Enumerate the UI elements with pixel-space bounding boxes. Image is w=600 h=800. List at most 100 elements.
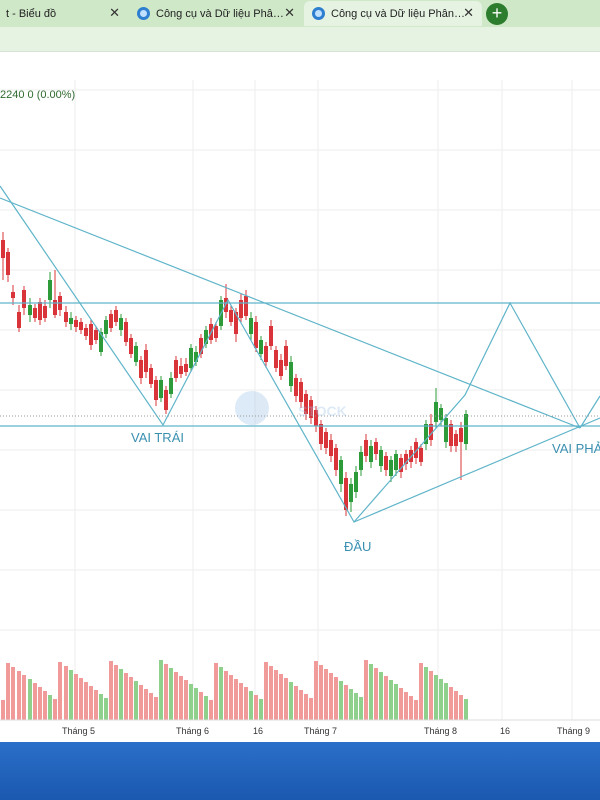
globe-icon bbox=[137, 7, 150, 20]
volume-bar bbox=[464, 699, 468, 720]
candle-body bbox=[17, 312, 21, 328]
candle-body bbox=[144, 350, 148, 372]
watermark-logo-icon bbox=[235, 391, 269, 425]
candle-body bbox=[69, 318, 73, 324]
volume-bar bbox=[134, 681, 138, 720]
volume-bar bbox=[319, 665, 323, 720]
annotation-left-shoulder: VAI TRÁI bbox=[131, 430, 184, 445]
price-quote: 2240 0 (0.00%) bbox=[0, 89, 76, 101]
projection-line bbox=[579, 395, 600, 429]
volume-bar bbox=[159, 660, 163, 720]
candle-body bbox=[104, 320, 108, 334]
candle-body bbox=[124, 322, 128, 342]
candle-body bbox=[199, 338, 203, 354]
candle-body bbox=[99, 332, 103, 352]
volume-bar bbox=[439, 679, 443, 720]
volume-bar bbox=[389, 680, 393, 720]
candle-body bbox=[169, 378, 173, 394]
volume-bar bbox=[189, 684, 193, 720]
candle-body bbox=[294, 378, 298, 396]
candle-body bbox=[159, 380, 163, 398]
volume-bar bbox=[369, 664, 373, 720]
volume-bar bbox=[409, 696, 413, 720]
volume-bar bbox=[79, 678, 83, 720]
volume-bar bbox=[259, 699, 263, 720]
candle-body bbox=[149, 368, 153, 384]
toolbar-strip bbox=[0, 27, 600, 52]
candle-body bbox=[299, 382, 303, 402]
candle-body bbox=[394, 454, 398, 470]
candle-body bbox=[324, 432, 328, 448]
volume-bar bbox=[139, 685, 143, 720]
browser-tab-2[interactable]: Công cụ và Dữ liệu Phân tích kỹ thuật ✕ bbox=[129, 1, 303, 26]
x-axis-labels: Tháng 5 Tháng 6 16 Tháng 7 Tháng 8 16 Th… bbox=[62, 726, 590, 736]
volume-bar bbox=[414, 700, 418, 720]
volume-bar bbox=[164, 664, 168, 720]
candle-body bbox=[134, 346, 138, 362]
candlesticks bbox=[1, 232, 468, 516]
close-icon[interactable]: ✕ bbox=[463, 5, 474, 20]
candle-body bbox=[28, 305, 32, 315]
volume-bar bbox=[114, 665, 118, 720]
volume-bar bbox=[89, 686, 93, 720]
watermark: STOCK bbox=[235, 391, 347, 425]
candle-body bbox=[459, 428, 463, 442]
candle-body bbox=[194, 352, 198, 362]
volume-bar bbox=[199, 692, 203, 720]
volume-bar bbox=[454, 691, 458, 720]
candle-body bbox=[109, 314, 113, 328]
volume-bar bbox=[314, 661, 318, 720]
os-taskbar bbox=[0, 742, 600, 800]
volume-bar bbox=[43, 691, 47, 720]
volume-bar bbox=[33, 683, 37, 720]
close-icon[interactable]: ✕ bbox=[109, 5, 120, 20]
candle-body bbox=[364, 440, 368, 456]
candle-body bbox=[319, 424, 323, 444]
annotation-head: ĐẦU bbox=[344, 539, 371, 554]
volume-bar bbox=[444, 683, 448, 720]
volume-bar bbox=[354, 693, 358, 720]
volume-bar bbox=[269, 666, 273, 720]
candle-body bbox=[444, 418, 448, 442]
close-icon[interactable]: ✕ bbox=[284, 5, 295, 20]
pattern-zigzag bbox=[0, 185, 581, 524]
annotation-right-shoulder: VAI PHẢ bbox=[552, 441, 600, 456]
candle-body bbox=[43, 306, 47, 318]
candle-body bbox=[239, 300, 243, 318]
volume-bar bbox=[249, 691, 253, 720]
volume-bars bbox=[1, 660, 468, 720]
volume-bar bbox=[254, 695, 258, 720]
candle-body bbox=[344, 478, 348, 510]
candle-body bbox=[309, 400, 313, 418]
candle-body bbox=[33, 308, 37, 318]
globe-icon bbox=[312, 7, 325, 20]
volume-bar bbox=[184, 680, 188, 720]
neck-trendline bbox=[0, 197, 581, 429]
candle-body bbox=[404, 454, 408, 464]
volume-bar bbox=[229, 675, 233, 720]
candle-body bbox=[234, 312, 238, 334]
volume-bar bbox=[99, 694, 103, 720]
candle-body bbox=[204, 330, 208, 344]
candle-body bbox=[244, 296, 248, 316]
candle-body bbox=[84, 328, 88, 336]
volume-bar bbox=[94, 690, 98, 720]
new-tab-button[interactable]: + bbox=[486, 3, 508, 25]
volume-bar bbox=[69, 670, 73, 720]
volume-bar bbox=[17, 671, 21, 720]
candle-body bbox=[74, 320, 78, 327]
candle-body bbox=[434, 402, 438, 422]
volume-bar bbox=[179, 676, 183, 720]
candle-body bbox=[264, 346, 268, 362]
candle-body bbox=[179, 366, 183, 374]
candle-body bbox=[439, 408, 443, 420]
candle-body bbox=[259, 340, 263, 354]
x-tick-label: 16 bbox=[253, 726, 263, 736]
volume-bar bbox=[194, 688, 198, 720]
candle-body bbox=[424, 424, 428, 444]
browser-tab-1[interactable]: t - Biểu đồ ✕ bbox=[0, 1, 128, 26]
browser-tab-3[interactable]: Công cụ và Dữ liệu Phân tích kỹ thuật ✕ bbox=[304, 1, 482, 26]
candle-body bbox=[349, 484, 353, 502]
browser-tab-bar: t - Biểu đồ ✕ Công cụ và Dữ liệu Phân tí… bbox=[0, 0, 600, 27]
